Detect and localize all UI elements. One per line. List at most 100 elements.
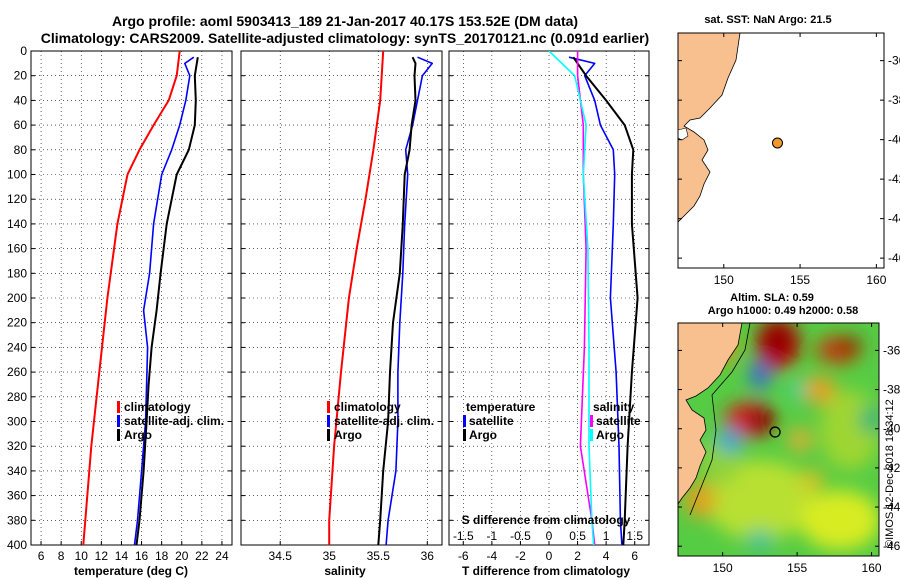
s-difference-xlabel: S difference from climatology [462,513,631,527]
x-tick-label: 24 [215,549,229,563]
lat-tick-label: -42 [888,172,900,186]
x-tick-label: -2 [515,549,526,563]
lat-tick-label: -36 [888,54,900,68]
imos-stamp: ©IMOS 12-Dec-2018 18:34:12 [884,399,896,548]
panel-lines [548,51,639,545]
series-line-climatology [82,51,181,545]
x-tick-label: 35.5 [367,549,391,563]
sst-map-ticks: 150 155 160 -36 -38 -40 -42 -44 -46 [678,33,900,287]
s-diff-tick-label: -1 [487,529,498,543]
depth-tick-label: 40 [14,93,28,107]
depth-tick-label: 80 [14,143,28,157]
difference-xlabel: T difference from climatology [462,564,630,578]
s-diff-tick-label: 1.5 [626,529,643,543]
depth-tick-label: 120 [7,192,27,206]
legend-temperature: temperature [466,400,536,414]
sla-map-ticks: 150 155 160 -36 -38 -40 -42 -44 -46 [678,323,900,575]
sla-field-blobs [684,323,879,550]
depth-contour [689,323,751,516]
lon-tick-label: 150 [713,561,733,575]
depth-tick-label: 240 [7,340,27,354]
legend-salinity: salinity [593,400,635,414]
series-line-argo [135,57,199,545]
land-australia [678,323,743,505]
depth-tick-label: 60 [14,118,28,132]
depth-tick-label: 140 [7,217,27,231]
depth-tick-label: 360 [7,489,27,503]
x-tick-label: 8 [58,549,65,563]
legend-swatch-argo [117,429,120,441]
x-tick-label: 18 [155,549,169,563]
sst-map-title: sat. SST: NaN Argo: 21.5 [704,14,831,26]
s-diff-tick-label: 0 [546,529,553,543]
series-line-t-argo [572,56,639,545]
legend-satellite: satellite-adj. clim. [124,414,224,428]
lon-tick-label: 150 [714,273,734,287]
legend-t-argo: Argo [469,428,497,442]
x-tick-label: 36 [421,549,435,563]
legend-s-satellite: satellite [596,414,641,428]
salinity-legend: climatology satellite-adj. clim. Argo [327,400,434,442]
legend-climatology: climatology [334,400,401,414]
temperature-xlabel: temperature (deg C) [74,564,188,578]
x-tick-label: 4 [603,549,610,563]
depth-tick-label: 0 [20,44,27,58]
s-diff-tick-label: -0.5 [510,529,531,543]
sst-map-frame [677,32,885,269]
lat-tick-label: -42 [883,461,900,475]
lat-tick-label: -46 [888,251,900,265]
sla-map [678,323,879,556]
depth-tick-label: 280 [7,390,27,404]
depth-tick-label: 300 [7,415,27,429]
legend-argo: Argo [334,428,362,442]
x-tick-label: 0 [546,549,553,563]
legend-swatch-climatology [327,401,330,413]
title-line2: Climatology: CARS2009. Satellite-adjuste… [41,30,649,46]
lon-tick-label: 160 [866,273,886,287]
sla-map-subtitle: Argo h1000: 0.49 h2000: 0.58 [708,305,858,317]
argo-position-marker [769,426,781,438]
lon-tick-label: 160 [862,561,882,575]
sla-map-title: Altim. SLA: 0.59 [730,292,814,304]
profile-lines [82,51,639,545]
legend-t-satellite: satellite [469,414,514,428]
x-tick-label: 10 [75,549,89,563]
legend-s-argo: Argo [596,428,624,442]
x-tick-label: 16 [135,549,149,563]
legend-swatch-s-satellite [590,415,593,427]
bay [678,127,689,141]
depth-tick-label: 180 [7,266,27,280]
salinity-xlabel: salinity [324,564,366,578]
depth-tick-label: 200 [7,291,27,305]
lat-tick-label: -36 [883,343,900,357]
lat-tick-label: -40 [888,133,900,147]
x-tick-label: 34.5 [269,549,293,563]
series-line-climatology [328,51,385,545]
difference-legend: temperature satellite Argo salinity sate… [463,400,641,442]
panel-lines [328,51,434,545]
legend-swatch-argo [327,429,330,441]
x-tick-label: -6 [458,549,469,563]
x-tick-label: -4 [487,549,498,563]
depth-tick-label: 220 [7,316,27,330]
legend-swatch-satellite [327,415,330,427]
x-tick-label: 6 [631,549,638,563]
series-line-satellite-adj-clim- [385,56,434,545]
legend-climatology: climatology [124,400,191,414]
series-line-satellite-adj-clim- [133,56,195,545]
x-tick-label: 6 [38,549,45,563]
legend-swatch-t-argo [463,429,466,441]
x-tick-label: 2 [574,549,581,563]
lat-tick-label: -38 [888,93,900,107]
series-line-argo [377,56,417,545]
legend-argo: Argo [124,428,152,442]
lon-tick-label: 155 [787,561,807,575]
depth-tick-label: 320 [7,439,27,453]
title-line1: Argo profile: aoml 5903413_189 21-Jan-20… [112,13,578,29]
legend-satellite: satellite-adj. clim. [334,414,434,428]
lat-tick-label: -44 [883,500,900,514]
depth-tick-label: 160 [7,242,27,256]
argo-position-marker [771,137,783,149]
x-tick-label: 14 [115,549,129,563]
